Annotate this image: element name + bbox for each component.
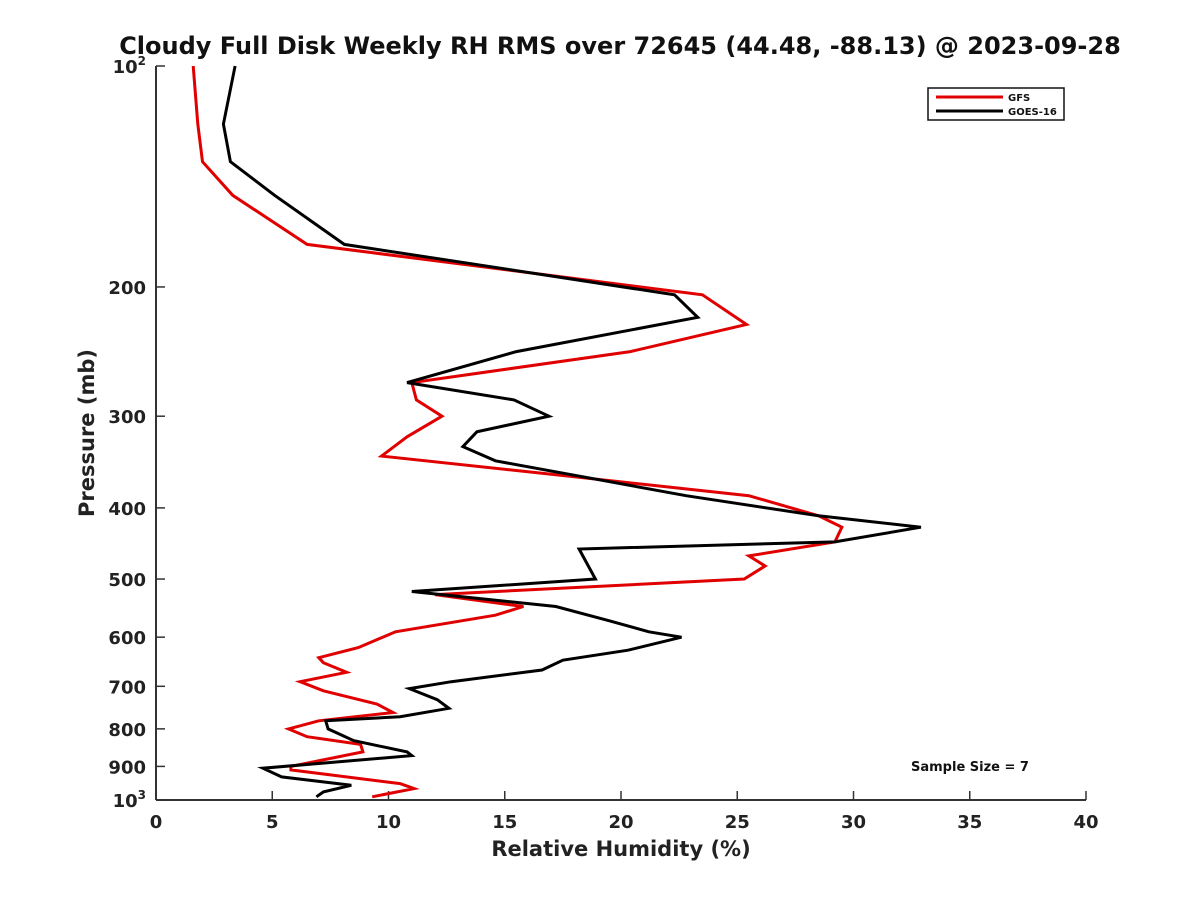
legend-box <box>927 87 1065 121</box>
y-tick-label-base: 10 <box>113 791 138 812</box>
x-tick-label: 15 <box>492 812 517 833</box>
y-tick-label: 200 <box>108 278 146 299</box>
y-tick-label: 300 <box>108 407 146 428</box>
x-tick-label: 25 <box>725 812 750 833</box>
legend-goes16-label: GOES-16 <box>1008 107 1057 118</box>
series-line-goes16 <box>221 65 922 799</box>
legend-gfs-label: GFS <box>1008 93 1030 104</box>
y-tick-label: 400 <box>108 499 146 520</box>
y-tick-label-power: 102 <box>113 54 146 78</box>
y-axis-label: Pressure (mb) <box>75 349 99 517</box>
y-tick-label: 700 <box>108 677 146 698</box>
y-tick-label-base: 10 <box>113 57 138 78</box>
x-tick-label: 10 <box>376 812 401 833</box>
x-tick-label: 20 <box>608 812 633 833</box>
x-tick-label: 5 <box>266 812 279 833</box>
x-axis-label: Relative Humidity (%) <box>491 837 750 861</box>
x-ticks: 0 5 10 15 20 25 30 35 40 <box>150 791 1099 833</box>
x-tick-label: 35 <box>957 812 982 833</box>
y-tick-label-power: 103 <box>113 788 146 812</box>
sample-size-annotation: Sample Size = 7 <box>911 760 1029 775</box>
x-tick-label: 30 <box>841 812 866 833</box>
y-tick-label: 600 <box>108 628 146 649</box>
chart-title: Cloudy Full Disk Weekly RH RMS over 7264… <box>119 32 1121 60</box>
x-tick-label: 0 <box>150 812 163 833</box>
y-tick-label: 500 <box>108 570 146 591</box>
x-tick-label: 40 <box>1073 812 1098 833</box>
y-tick-label-exponent: 3 <box>138 788 146 802</box>
series-layer <box>191 65 922 799</box>
y-tick-label: 800 <box>108 720 146 741</box>
y-tick-label: 900 <box>108 757 146 778</box>
legend: GFS GOES-16 <box>927 87 1065 121</box>
y-tick-label-exponent: 2 <box>138 54 146 68</box>
